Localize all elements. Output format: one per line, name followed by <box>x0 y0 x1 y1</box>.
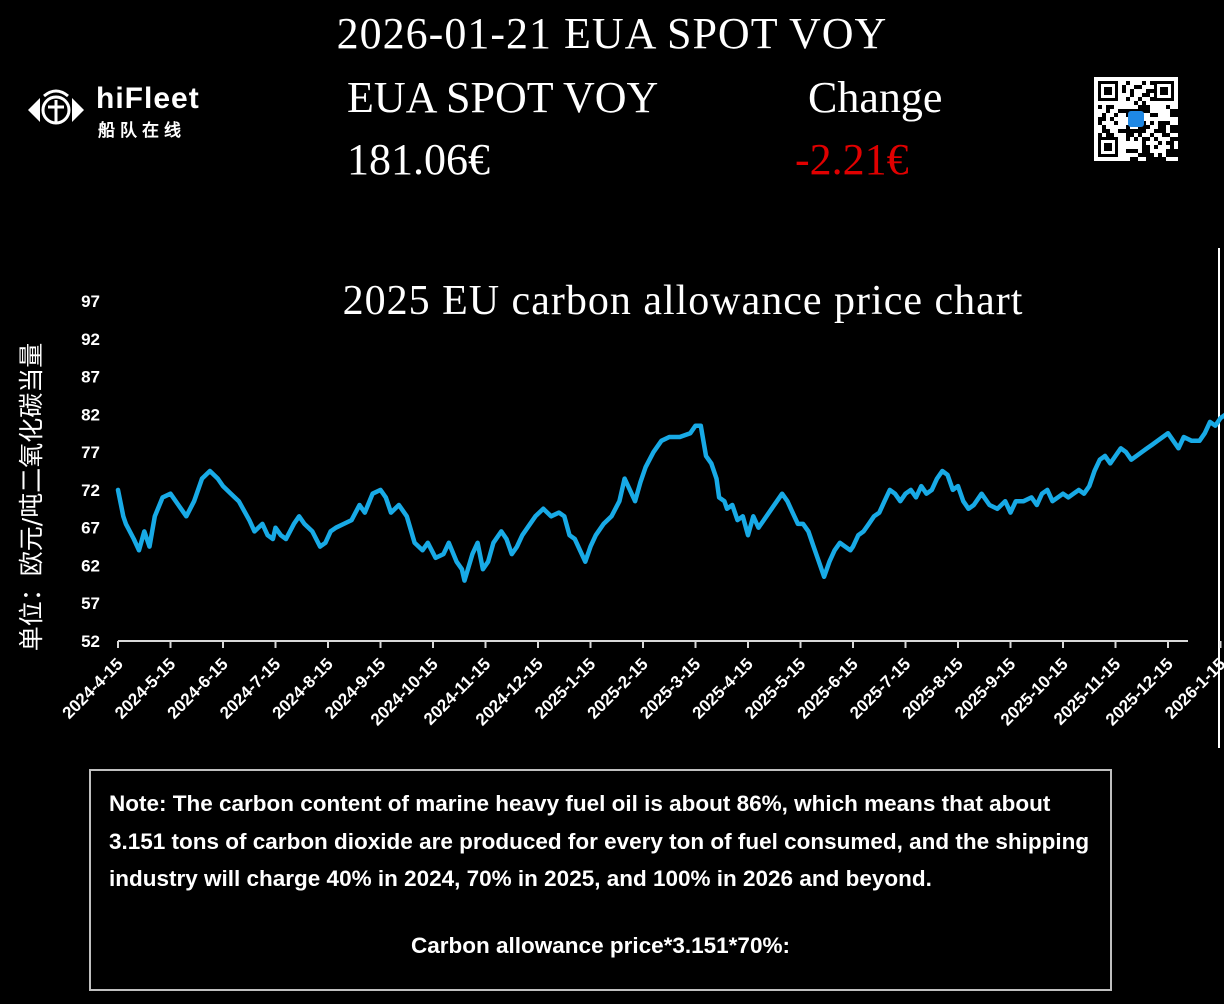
change-label: Change <box>808 73 943 122</box>
note-box: Note: The carbon content of marine heavy… <box>89 769 1112 991</box>
series-line <box>115 412 1224 583</box>
note-text: Note: The carbon content of marine heavy… <box>109 791 1090 891</box>
note-formula: Carbon allowance price*3.151*70%: <box>411 933 790 958</box>
y-tick-label: 77 <box>81 443 100 462</box>
y-tick-label: 62 <box>81 556 100 575</box>
chart-title: 2025 EU carbon allowance price chart <box>343 278 1024 324</box>
logo: hiFleet 船队在线 <box>26 82 226 140</box>
price-value: 181.06€ <box>347 135 490 184</box>
y-tick-label: 92 <box>81 330 100 349</box>
y-axis-label: 单位：欧元/吨二氧化碳当量 <box>17 343 46 651</box>
y-tick-label: 97 <box>81 292 100 311</box>
instrument-label: EUA SPOT VOY <box>347 73 659 122</box>
y-tick-label: 52 <box>81 632 100 651</box>
price-change: -2.21€ <box>795 135 909 184</box>
qr-code-icon <box>1094 77 1178 161</box>
y-tick-label: 72 <box>81 481 100 500</box>
y-tick-label: 87 <box>81 368 100 387</box>
header-title: 2026-01-21 EUA SPOT VOY <box>336 9 888 58</box>
logo-name: hiFleet <box>96 82 200 115</box>
logo-subtitle: 船队在线 <box>98 121 186 140</box>
y-tick-label: 57 <box>81 594 100 613</box>
hifleet-logo-icon <box>28 89 84 125</box>
y-tick-label: 82 <box>81 405 100 424</box>
y-tick-label: 67 <box>81 519 100 538</box>
price-chart: 2025 EU carbon allowance price chart 单位：… <box>17 278 1224 729</box>
frame-edge <box>1218 248 1220 748</box>
